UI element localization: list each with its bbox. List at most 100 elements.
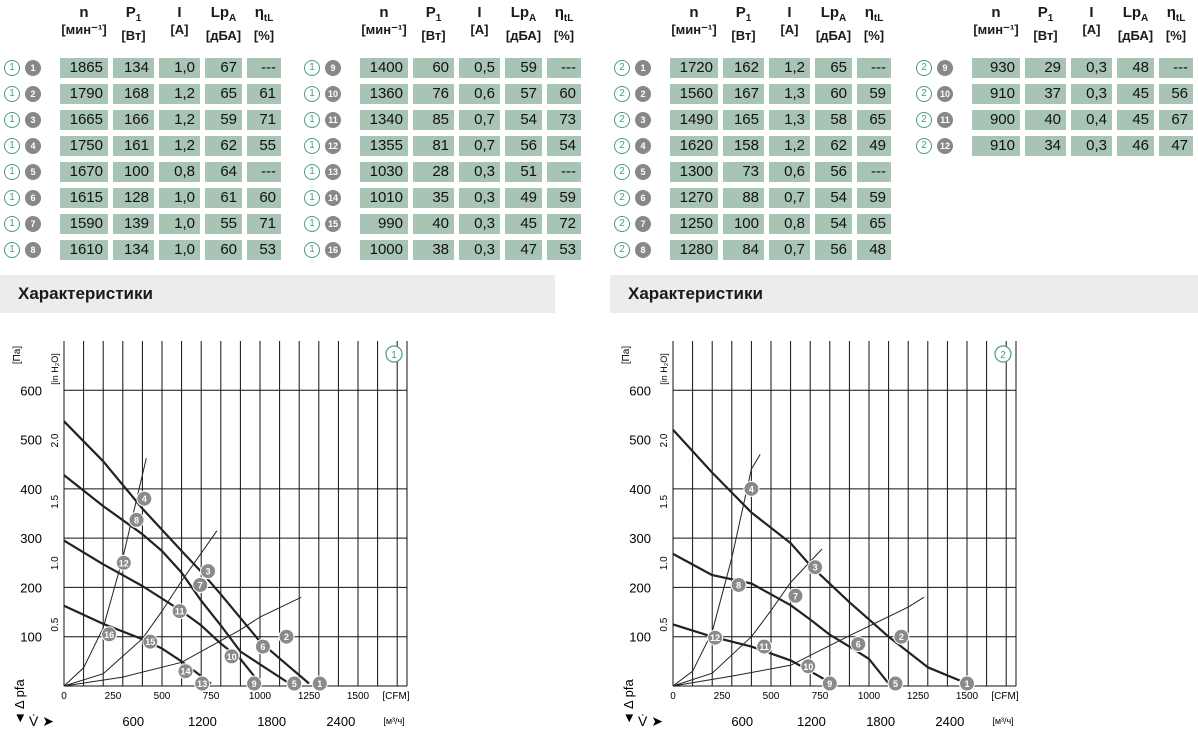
variant-circle: 1 [304, 215, 320, 232]
table-cell-efficiency: 71 [247, 110, 281, 130]
chart1-y-tick: 100 [20, 630, 42, 645]
header-symbol: n [689, 4, 699, 21]
table-cell-noise: 59 [505, 58, 542, 78]
chart2-y-tick: 100 [629, 630, 651, 645]
chart1-system-line [63, 530, 218, 687]
table-cell-efficiency: 60 [247, 188, 281, 208]
header-symbol: I [177, 4, 182, 21]
variant-circle: 1 [4, 215, 20, 232]
table-cell-noise: 56 [505, 136, 542, 156]
chart2-x-tick: 750 [812, 691, 829, 702]
row-selector: 1 11 [304, 110, 341, 130]
curve-id-badge: 4 [25, 137, 41, 154]
header-symbol: ηtL [254, 4, 274, 24]
variant-circle: 2 [614, 215, 630, 232]
table-cell-power: 162 [723, 58, 764, 78]
table-cell-efficiency: 67 [1159, 110, 1193, 130]
table-cell-noise: 51 [505, 162, 542, 182]
chart1-y2-unit: [in H₂O] [50, 353, 60, 385]
variant-circle: 1 [4, 59, 20, 76]
row-selector: 1 16 [304, 240, 341, 260]
chart1-curve-marker [194, 675, 211, 692]
chart1-curve-marker [311, 675, 328, 692]
table-cell-noise: 65 [205, 84, 242, 104]
chart1-variant-badge [385, 345, 403, 363]
table-cell-current: 0,6 [769, 162, 810, 182]
chart2-curve-marker-label: 6 [856, 640, 861, 650]
chart1-curve-marker [223, 648, 240, 665]
chart2-curve-marker-label: 4 [749, 484, 754, 494]
chart2-x2-tick: 1200 [797, 714, 826, 729]
section-title-2: Характеристики [628, 284, 763, 303]
table-cell-noise: 55 [205, 214, 242, 234]
header-unit: [мин⁻¹] [61, 22, 107, 37]
table-cell-speed: 1590 [60, 214, 108, 234]
chart2-variant-badge-label: 2 [1000, 350, 1006, 361]
chart2-y-axis-label: ◄ Δ pfa [621, 679, 636, 725]
variant-circle: 1 [304, 241, 320, 258]
chart1-x2-tick: 1800 [257, 714, 286, 729]
table-cell-speed: 1340 [360, 110, 408, 130]
table-cell-speed: 1000 [360, 240, 408, 260]
chart1-x2-tick: 600 [122, 714, 144, 729]
variant-circle: 1 [4, 111, 20, 128]
table-cell-noise: 62 [815, 136, 852, 156]
table-cell-speed: 1010 [360, 188, 408, 208]
table-cell-power: 161 [113, 136, 154, 156]
chart2-y2-tick: 0.5 [659, 617, 670, 631]
table-cell-current: 1,0 [159, 214, 200, 234]
chart2-curve-marker [800, 658, 817, 675]
chart1-x-tick: 0 [61, 691, 67, 702]
chart1-curve-marker-label: 1 [317, 679, 322, 689]
chart2-curve-marker [730, 576, 747, 593]
header-unit: [А] [170, 22, 189, 37]
column-header-current: I [А] [459, 4, 500, 38]
chart1-x2-tick: 1200 [188, 714, 217, 729]
chart2-x2-tick: 1800 [866, 714, 895, 729]
chart1-curve-marker-label: 13 [197, 679, 207, 689]
column-header-noise: LpA [дБА] [505, 4, 542, 44]
table-cell-current: 1,2 [769, 58, 810, 78]
curve-id-badge: 6 [635, 189, 651, 206]
column-header-efficiency: ηtL [%] [247, 4, 281, 44]
table-cell-current: 0,4 [1071, 110, 1112, 130]
table-cell-power: 88 [723, 188, 764, 208]
header-unit: [мин⁻¹] [973, 22, 1019, 37]
header-unit: [мин⁻¹] [671, 22, 717, 37]
table-cell-efficiency: 73 [547, 110, 581, 130]
curve-id-badge: 12 [937, 137, 953, 154]
chart2-curve-marker [850, 636, 867, 653]
table-cell-current: 0,7 [769, 188, 810, 208]
table-cell-noise: 57 [505, 84, 542, 104]
table-cell-current: 0,3 [459, 214, 500, 234]
table-cell-efficiency: --- [547, 58, 581, 78]
chart2-x2-tick: 600 [731, 714, 753, 729]
chart1-curve-marker-label: 12 [119, 558, 129, 568]
chart1-x-tick: 1000 [249, 691, 272, 702]
table-cell-efficiency: 71 [247, 214, 281, 234]
column-header-power: P1 [Вт] [113, 4, 154, 44]
chart2-curve-marker-label: 3 [813, 563, 818, 573]
chart2-fan-curve [672, 623, 833, 685]
table-cell-current: 1,0 [159, 240, 200, 260]
chart2-y2-tick: 1.5 [659, 494, 670, 508]
chart1-fan-curve [63, 474, 291, 685]
variant-circle: 1 [4, 189, 20, 206]
header-unit: [Вт] [731, 28, 756, 43]
chart1-y2-tick: 1.0 [50, 556, 61, 570]
curve-id-badge: 10 [325, 85, 341, 102]
chart2-x2-unit: [м³/ч] [992, 716, 1013, 726]
table-cell-speed: 990 [360, 214, 408, 234]
table-cell-noise: 61 [205, 188, 242, 208]
row-selector: 1 15 [304, 214, 341, 234]
variant-circle: 1 [304, 111, 320, 128]
chart1-x-tick: 1250 [298, 691, 321, 702]
curve-id-badge: 16 [325, 241, 341, 258]
table-cell-power: 38 [413, 240, 454, 260]
header-unit: [Вт] [421, 28, 446, 43]
table-cell-speed: 1615 [60, 188, 108, 208]
